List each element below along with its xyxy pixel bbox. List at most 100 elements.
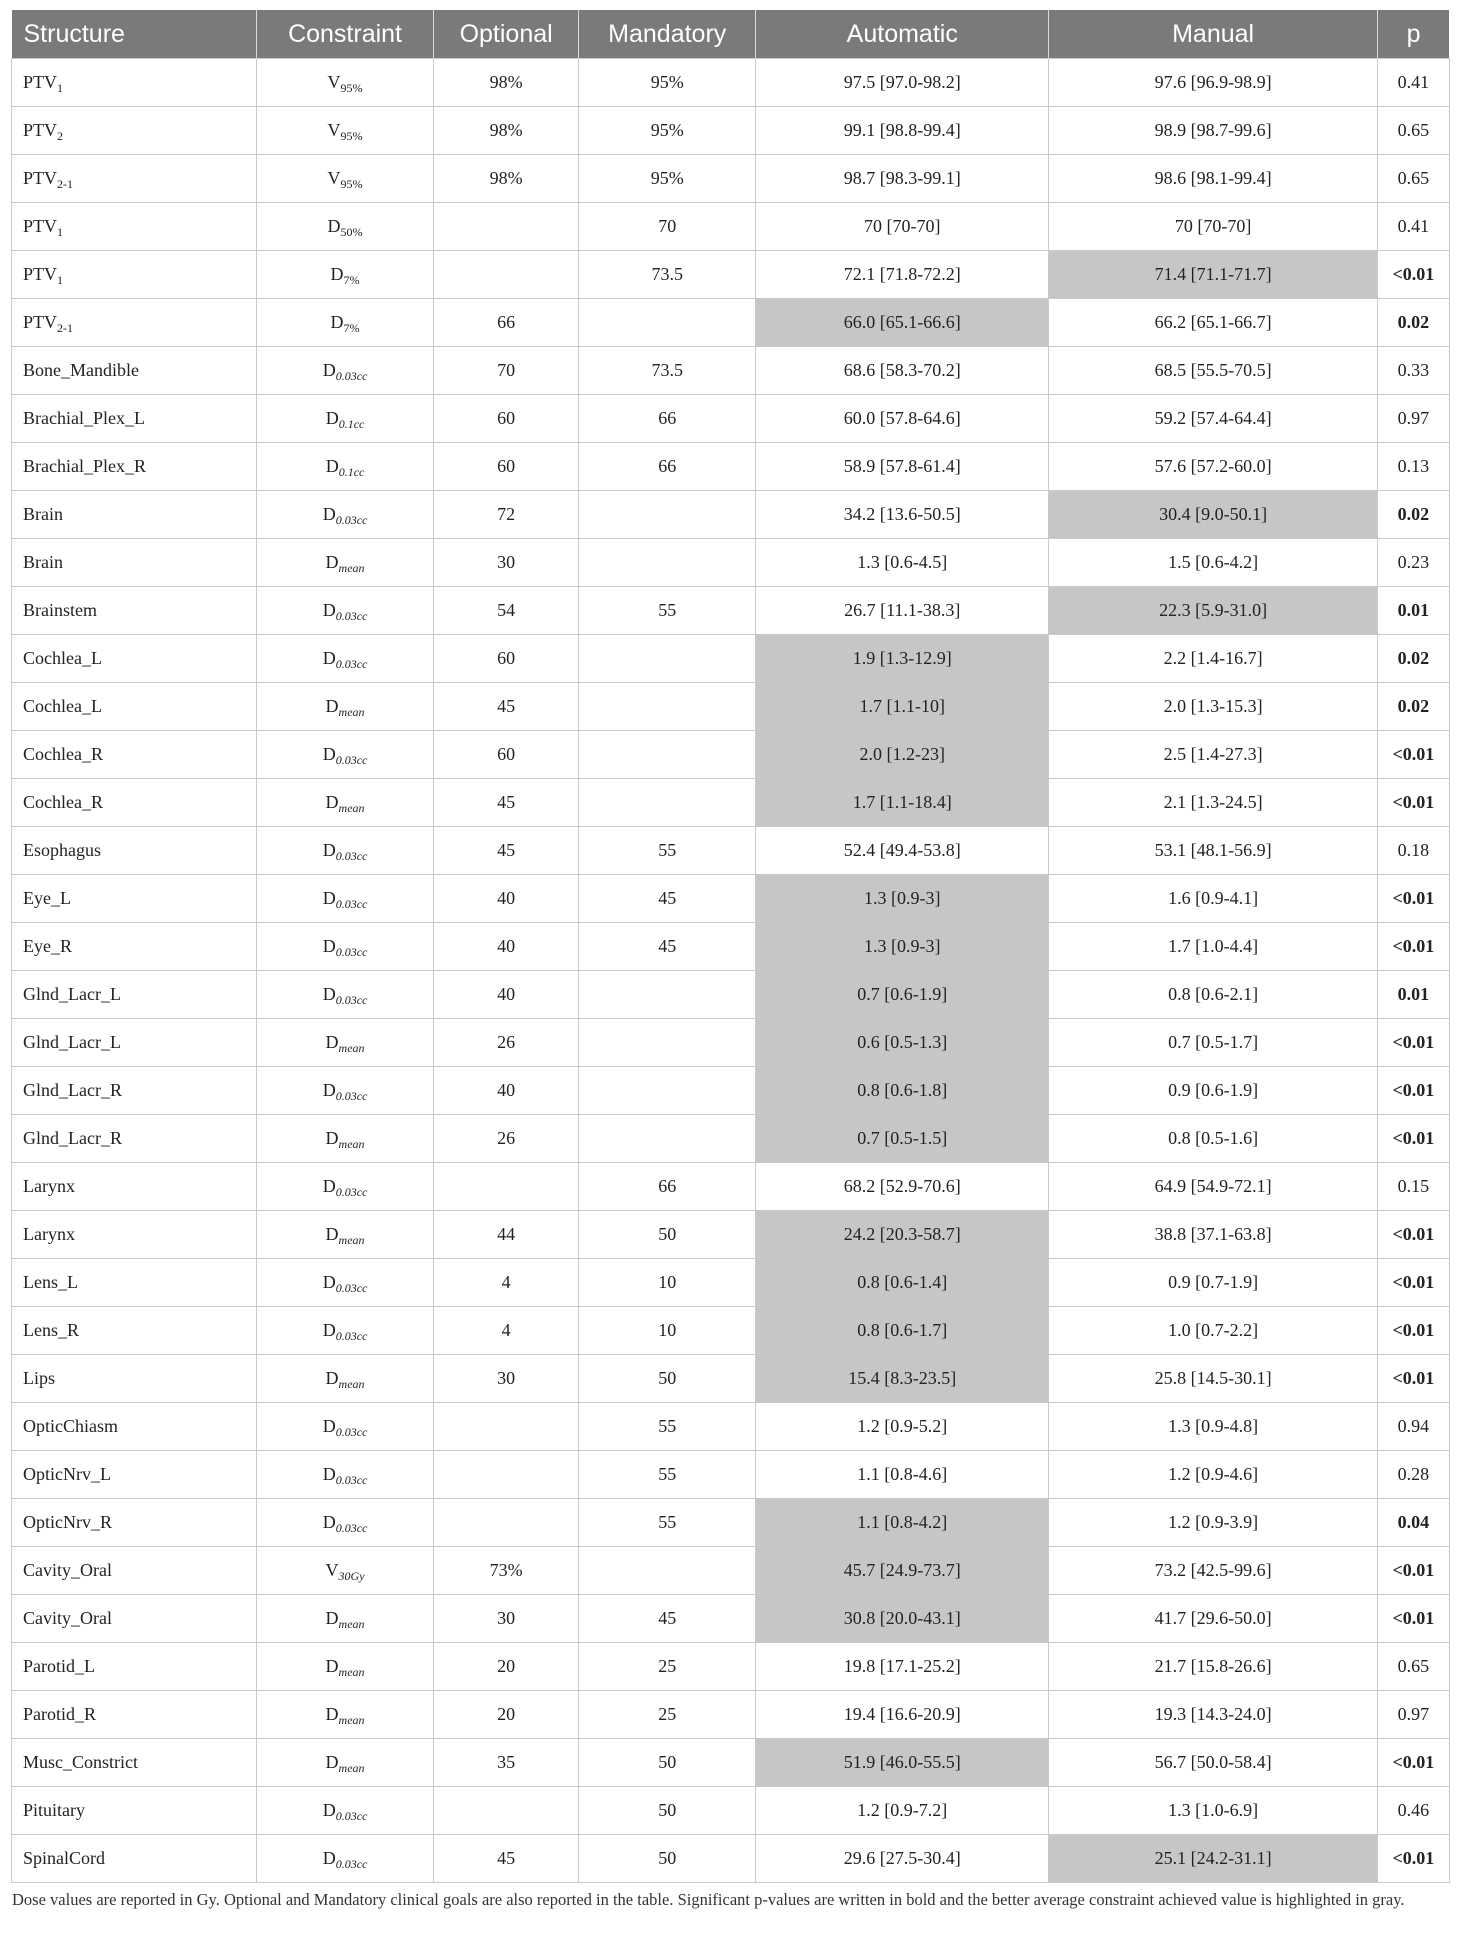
constraint-symbol: D: [325, 1032, 339, 1052]
constraint-subscript: 0.03cc: [335, 1185, 368, 1199]
mandatory-cell: 66: [578, 394, 757, 443]
automatic-cell: 1.1 [0.8-4.2]: [755, 1498, 1050, 1547]
manual-cell: 97.6 [96.9-98.9]: [1048, 58, 1378, 107]
optional-cell: 60: [432, 394, 580, 443]
constraint-symbol: D: [322, 1800, 336, 1820]
manual-cell: 1.3 [1.0-6.9]: [1048, 1786, 1378, 1835]
structure-cell: Esophagus: [10, 826, 258, 875]
structure-cell: Musc_Constrict: [10, 1738, 258, 1787]
optional-cell: [432, 1450, 580, 1499]
optional-cell: [432, 1786, 580, 1835]
table-row: Cavity_Oral V30Gy 73% 45.7 [24.9-73.7] 73.2 …: [10, 1546, 1450, 1595]
structure-name: Musc_Constrict: [23, 1752, 138, 1772]
p-value-cell: 0.13: [1376, 442, 1450, 491]
p-value-cell: <0.01: [1376, 778, 1450, 827]
structure-name: Cochlea_L: [23, 648, 102, 668]
constraint-cell: Dmean: [256, 1738, 434, 1787]
structure-cell: Brain: [10, 490, 258, 539]
optional-cell: 45: [432, 1834, 580, 1883]
structure-name: Eye_R: [23, 936, 72, 956]
structure-name: PTV: [23, 168, 58, 188]
constraint-cell: D0.03cc: [256, 1786, 434, 1835]
manual-cell: 64.9 [54.9-72.1]: [1048, 1162, 1378, 1211]
manual-cell: 0.7 [0.5-1.7]: [1048, 1018, 1378, 1067]
structure-cell: Glnd_Lacr_R: [10, 1114, 258, 1163]
structure-cell: PTV2-1: [10, 154, 258, 203]
constraint-symbol: V: [327, 120, 341, 140]
p-value-cell: 0.01: [1376, 586, 1450, 635]
p-value-cell: 0.94: [1376, 1402, 1450, 1451]
manual-cell: 0.8 [0.5-1.6]: [1048, 1114, 1378, 1163]
mandatory-cell: 10: [578, 1258, 757, 1307]
mandatory-cell: 55: [578, 1450, 757, 1499]
structure-name: PTV: [23, 120, 58, 140]
optional-cell: 30: [432, 1594, 580, 1643]
structure-cell: Eye_L: [10, 874, 258, 923]
constraint-symbol: D: [322, 360, 336, 380]
table-row: Glnd_Lacr_R D0.03cc 40 0.8 [0.6-1.8] 0.9 [0.…: [10, 1066, 1450, 1115]
table-row: PTV2 V95% 98% 95% 99.1 [98.8-99.4] 98.9 [98.7…: [10, 106, 1450, 155]
optional-cell: 60: [432, 634, 580, 683]
constraint-subscript: 95%: [340, 129, 363, 143]
p-value-cell: 0.97: [1376, 1690, 1450, 1739]
constraint-subscript: 0.03cc: [335, 1521, 368, 1535]
constraint-symbol: D: [325, 792, 339, 812]
structure-name: Eye_L: [23, 888, 71, 908]
p-value-cell: <0.01: [1376, 1306, 1450, 1355]
mandatory-cell: 25: [578, 1690, 757, 1739]
header-optional: Optional: [432, 10, 579, 59]
automatic-cell: 1.3 [0.9-3]: [755, 874, 1050, 923]
optional-cell: 26: [432, 1018, 580, 1067]
structure-name: Lips: [23, 1368, 56, 1388]
structure-name: Brain: [23, 504, 63, 524]
table-row: PTV2-1 D7% 66 66.0 [65.1-66.6] 66.2 [65.1-66…: [10, 298, 1450, 347]
constraint-symbol: D: [322, 1320, 336, 1340]
optional-cell: 70: [432, 346, 580, 395]
constraint-subscript: 7%: [343, 321, 360, 335]
constraint-symbol: D: [322, 1512, 336, 1532]
automatic-cell: 45.7 [24.9-73.7]: [755, 1546, 1050, 1595]
constraint-symbol: D: [322, 648, 336, 668]
constraint-cell: V95%: [256, 106, 434, 155]
optional-cell: 40: [432, 874, 580, 923]
p-value-cell: 0.02: [1376, 490, 1450, 539]
automatic-cell: 19.8 [17.1-25.2]: [755, 1642, 1050, 1691]
structure-name: Lens_R: [23, 1320, 79, 1340]
manual-cell: 25.8 [14.5-30.1]: [1048, 1354, 1378, 1403]
optional-cell: [432, 1498, 580, 1547]
optional-cell: [432, 1162, 580, 1211]
table-row: OpticChiasm D0.03cc 55 1.2 [0.9-5.2] 1.3 [0.…: [10, 1402, 1450, 1451]
structure-name: Cavity_Oral: [23, 1560, 112, 1580]
optional-cell: 72: [432, 490, 580, 539]
mandatory-cell: 55: [578, 1402, 757, 1451]
constraint-cell: Dmean: [256, 1354, 434, 1403]
structure-cell: Cochlea_L: [10, 682, 258, 731]
constraint-symbol: D: [325, 408, 339, 428]
structure-cell: Larynx: [10, 1210, 258, 1259]
automatic-cell: 29.6 [27.5-30.4]: [755, 1834, 1050, 1883]
structure-cell: Brachial_Plex_L: [10, 394, 258, 443]
structure-cell: Parotid_R: [10, 1690, 258, 1739]
optional-cell: 35: [432, 1738, 580, 1787]
optional-cell: 40: [432, 970, 580, 1019]
constraint-symbol: D: [322, 840, 336, 860]
table-row: Pituitary D0.03cc 50 1.2 [0.9-7.2] 1.3 [1.0-…: [10, 1786, 1450, 1835]
mandatory-cell: [578, 1546, 757, 1595]
table-row: Cochlea_L Dmean 45 1.7 [1.1-10] 2.0 [1.3-15.…: [10, 682, 1450, 731]
mandatory-cell: [578, 1066, 757, 1115]
table-row: Cochlea_L D0.03cc 60 1.9 [1.3-12.9] 2.2 [1.4…: [10, 634, 1450, 683]
mandatory-cell: 55: [578, 1498, 757, 1547]
manual-cell: 2.5 [1.4-27.3]: [1048, 730, 1378, 779]
structure-name: Brachial_Plex_R: [23, 456, 146, 476]
constraint-subscript: 0.03cc: [335, 1425, 368, 1439]
optional-cell: [432, 1402, 580, 1451]
mandatory-cell: 50: [578, 1786, 757, 1835]
constraint-symbol: D: [322, 888, 336, 908]
manual-cell: 98.9 [98.7-99.6]: [1048, 106, 1378, 155]
structure-name: Parotid_L: [23, 1656, 95, 1676]
optional-cell: 60: [432, 442, 580, 491]
manual-cell: 22.3 [5.9-31.0]: [1048, 586, 1378, 635]
p-value-cell: <0.01: [1376, 1258, 1450, 1307]
table-container: Structure Constraint Optional Mandatory …: [10, 10, 1450, 1912]
constraint-cell: V95%: [256, 154, 434, 203]
